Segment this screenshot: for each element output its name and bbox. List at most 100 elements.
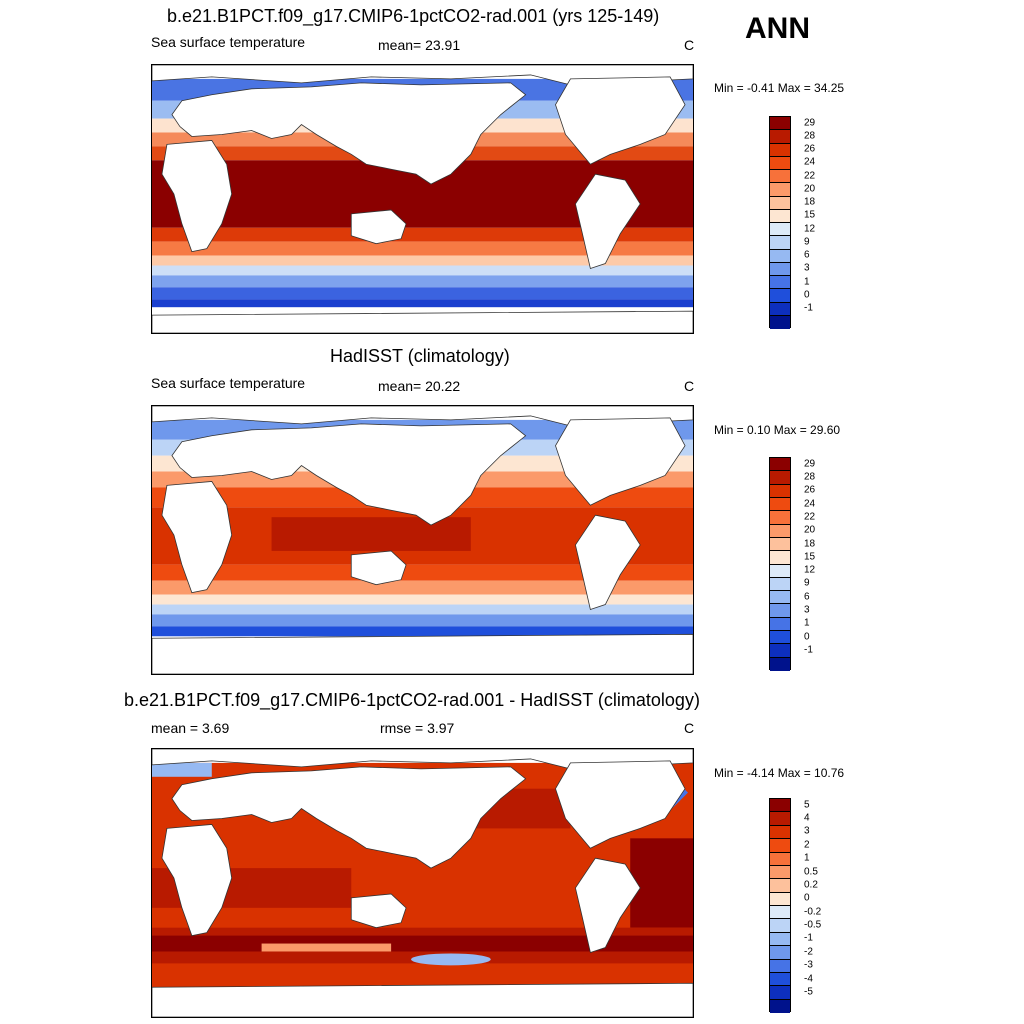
- colorbar-tick-label: 1: [804, 852, 810, 864]
- colorbar-segment: [770, 236, 790, 250]
- colorbar-segment: [770, 564, 790, 578]
- colorbar-tick-label: 4: [804, 812, 810, 824]
- colorbar-segment: [770, 209, 790, 223]
- colorbar-tick-label: 0.2: [804, 879, 818, 891]
- colorbar-segment: [770, 458, 790, 472]
- panel-2-title: HadISST (climatology): [330, 346, 510, 366]
- colorbar-segment: [770, 156, 790, 170]
- colorbar-segment: [770, 497, 790, 512]
- colorbar-tick-label: 3: [804, 825, 810, 837]
- colorbar-tick-label: 20: [804, 183, 816, 195]
- colorbar-tick-label: 15: [804, 209, 816, 221]
- colorbar-segment: [770, 249, 790, 263]
- colorbar-tick-label: -0.5: [804, 919, 822, 931]
- panel-3-rmse-label: rmse = 3.97: [380, 720, 455, 736]
- colorbar-segment: [770, 577, 790, 592]
- colorbar-segment: [770, 604, 790, 618]
- colorbar-segment: [770, 932, 790, 947]
- colorbar-tick-label: 1: [804, 617, 810, 629]
- season-label: ANN: [745, 12, 810, 45]
- colorbar-segment: [770, 315, 790, 329]
- panel-3-mean-label: mean = 3.69: [151, 720, 230, 736]
- colorbar-tick-label: -5: [804, 986, 813, 998]
- panel-1-mean-label: mean= 23.91: [378, 37, 461, 53]
- colorbar-segment: [770, 892, 790, 906]
- panel-2-variable-label: Sea surface temperature: [151, 375, 306, 391]
- colorbar-tick-label: -1: [804, 932, 813, 944]
- panel-2-mean-label: mean= 20.22: [378, 378, 461, 394]
- colorbar-segment: [770, 852, 790, 866]
- colorbar-tick-label: 0.5: [804, 866, 818, 878]
- panel-1-map: [151, 64, 694, 334]
- colorbar-segment: [770, 631, 790, 645]
- colorbar-segment: [770, 644, 790, 658]
- colorbar-segment: [770, 946, 790, 960]
- colorbar-segment: [770, 223, 790, 237]
- colorbar-tick-label: -3: [804, 959, 813, 971]
- colorbar-tick-label: -4: [804, 973, 813, 985]
- colorbar-segment: [770, 879, 790, 893]
- colorbar-segment: [770, 551, 790, 565]
- colorbar-segment: [770, 471, 790, 485]
- colorbar-tick-label: 9: [804, 236, 810, 248]
- colorbar-segment: [770, 524, 790, 538]
- panel-2-units: C: [684, 378, 695, 394]
- colorbar-tick-label: 6: [804, 249, 810, 261]
- colorbar-tick-label: 26: [804, 484, 816, 496]
- colorbar-tick-label: 12: [804, 564, 816, 576]
- panel-2-minmax: Min = 0.10 Max = 29.60: [714, 423, 841, 437]
- panel-1-title: b.e21.B1PCT.f09_g17.CMIP6-1pctCO2-rad.00…: [167, 6, 660, 26]
- colorbar-tick-label: 2: [804, 839, 810, 851]
- colorbar-segment: [770, 865, 790, 880]
- panel-1-units: C: [684, 37, 695, 53]
- colorbar-segment: [770, 511, 790, 525]
- colorbar-segment: [770, 972, 790, 987]
- panel-1-minmax: Min = -0.41 Max = 34.25: [714, 81, 845, 95]
- colorbar-segment: [770, 170, 790, 184]
- colorbar-tick-label: 28: [804, 130, 816, 142]
- colorbar-segment: [770, 183, 790, 197]
- colorbar-segment: [770, 657, 790, 671]
- colorbar-segment: [770, 262, 790, 276]
- colorbar-tick-label: 29: [804, 117, 816, 129]
- colorbar-tick-label: 22: [804, 170, 816, 182]
- panel-2-colorbar: [769, 457, 791, 671]
- panel-3-map: [151, 748, 694, 1018]
- panel-1-variable-label: Sea surface temperature: [151, 34, 306, 50]
- panel-2-map: [151, 405, 694, 675]
- panel-1-colorbar: [769, 116, 791, 329]
- panel-3-colorbar: [769, 798, 791, 1013]
- colorbar-tick-label: 24: [804, 498, 816, 510]
- colorbar-segment: [770, 117, 790, 131]
- colorbar-segment: [770, 143, 790, 157]
- colorbar-tick-label: 3: [804, 262, 810, 274]
- colorbar-segment: [770, 484, 790, 498]
- colorbar-segment: [770, 302, 790, 316]
- colorbar-tick-label: 9: [804, 577, 810, 589]
- colorbar-tick-label: 28: [804, 471, 816, 483]
- colorbar-tick-label: 22: [804, 511, 816, 523]
- colorbar-tick-label: 18: [804, 538, 816, 550]
- colorbar-segment: [770, 130, 790, 144]
- colorbar-segment: [770, 196, 790, 210]
- colorbar-segment: [770, 959, 790, 973]
- colorbar-tick-label: 0: [804, 892, 810, 904]
- colorbar-segment: [770, 591, 790, 605]
- colorbar-segment: [770, 812, 790, 826]
- colorbar-tick-label: 0: [804, 289, 810, 301]
- colorbar-tick-label: 0: [804, 631, 810, 643]
- colorbar-tick-label: -2: [804, 946, 813, 958]
- colorbar-tick-label: 26: [804, 143, 816, 155]
- colorbar-segment: [770, 537, 790, 552]
- colorbar-segment: [770, 839, 790, 853]
- colorbar-tick-label: -0.2: [804, 906, 822, 918]
- colorbar-tick-label: 24: [804, 156, 816, 168]
- colorbar-segment: [770, 617, 790, 632]
- colorbar-segment: [770, 919, 790, 933]
- colorbar-segment: [770, 986, 790, 1000]
- colorbar-segment: [770, 825, 790, 840]
- panel-3-units: C: [684, 720, 695, 736]
- colorbar-tick-label: 6: [804, 591, 810, 603]
- colorbar-segment: [770, 999, 790, 1013]
- colorbar-segment: [770, 906, 790, 920]
